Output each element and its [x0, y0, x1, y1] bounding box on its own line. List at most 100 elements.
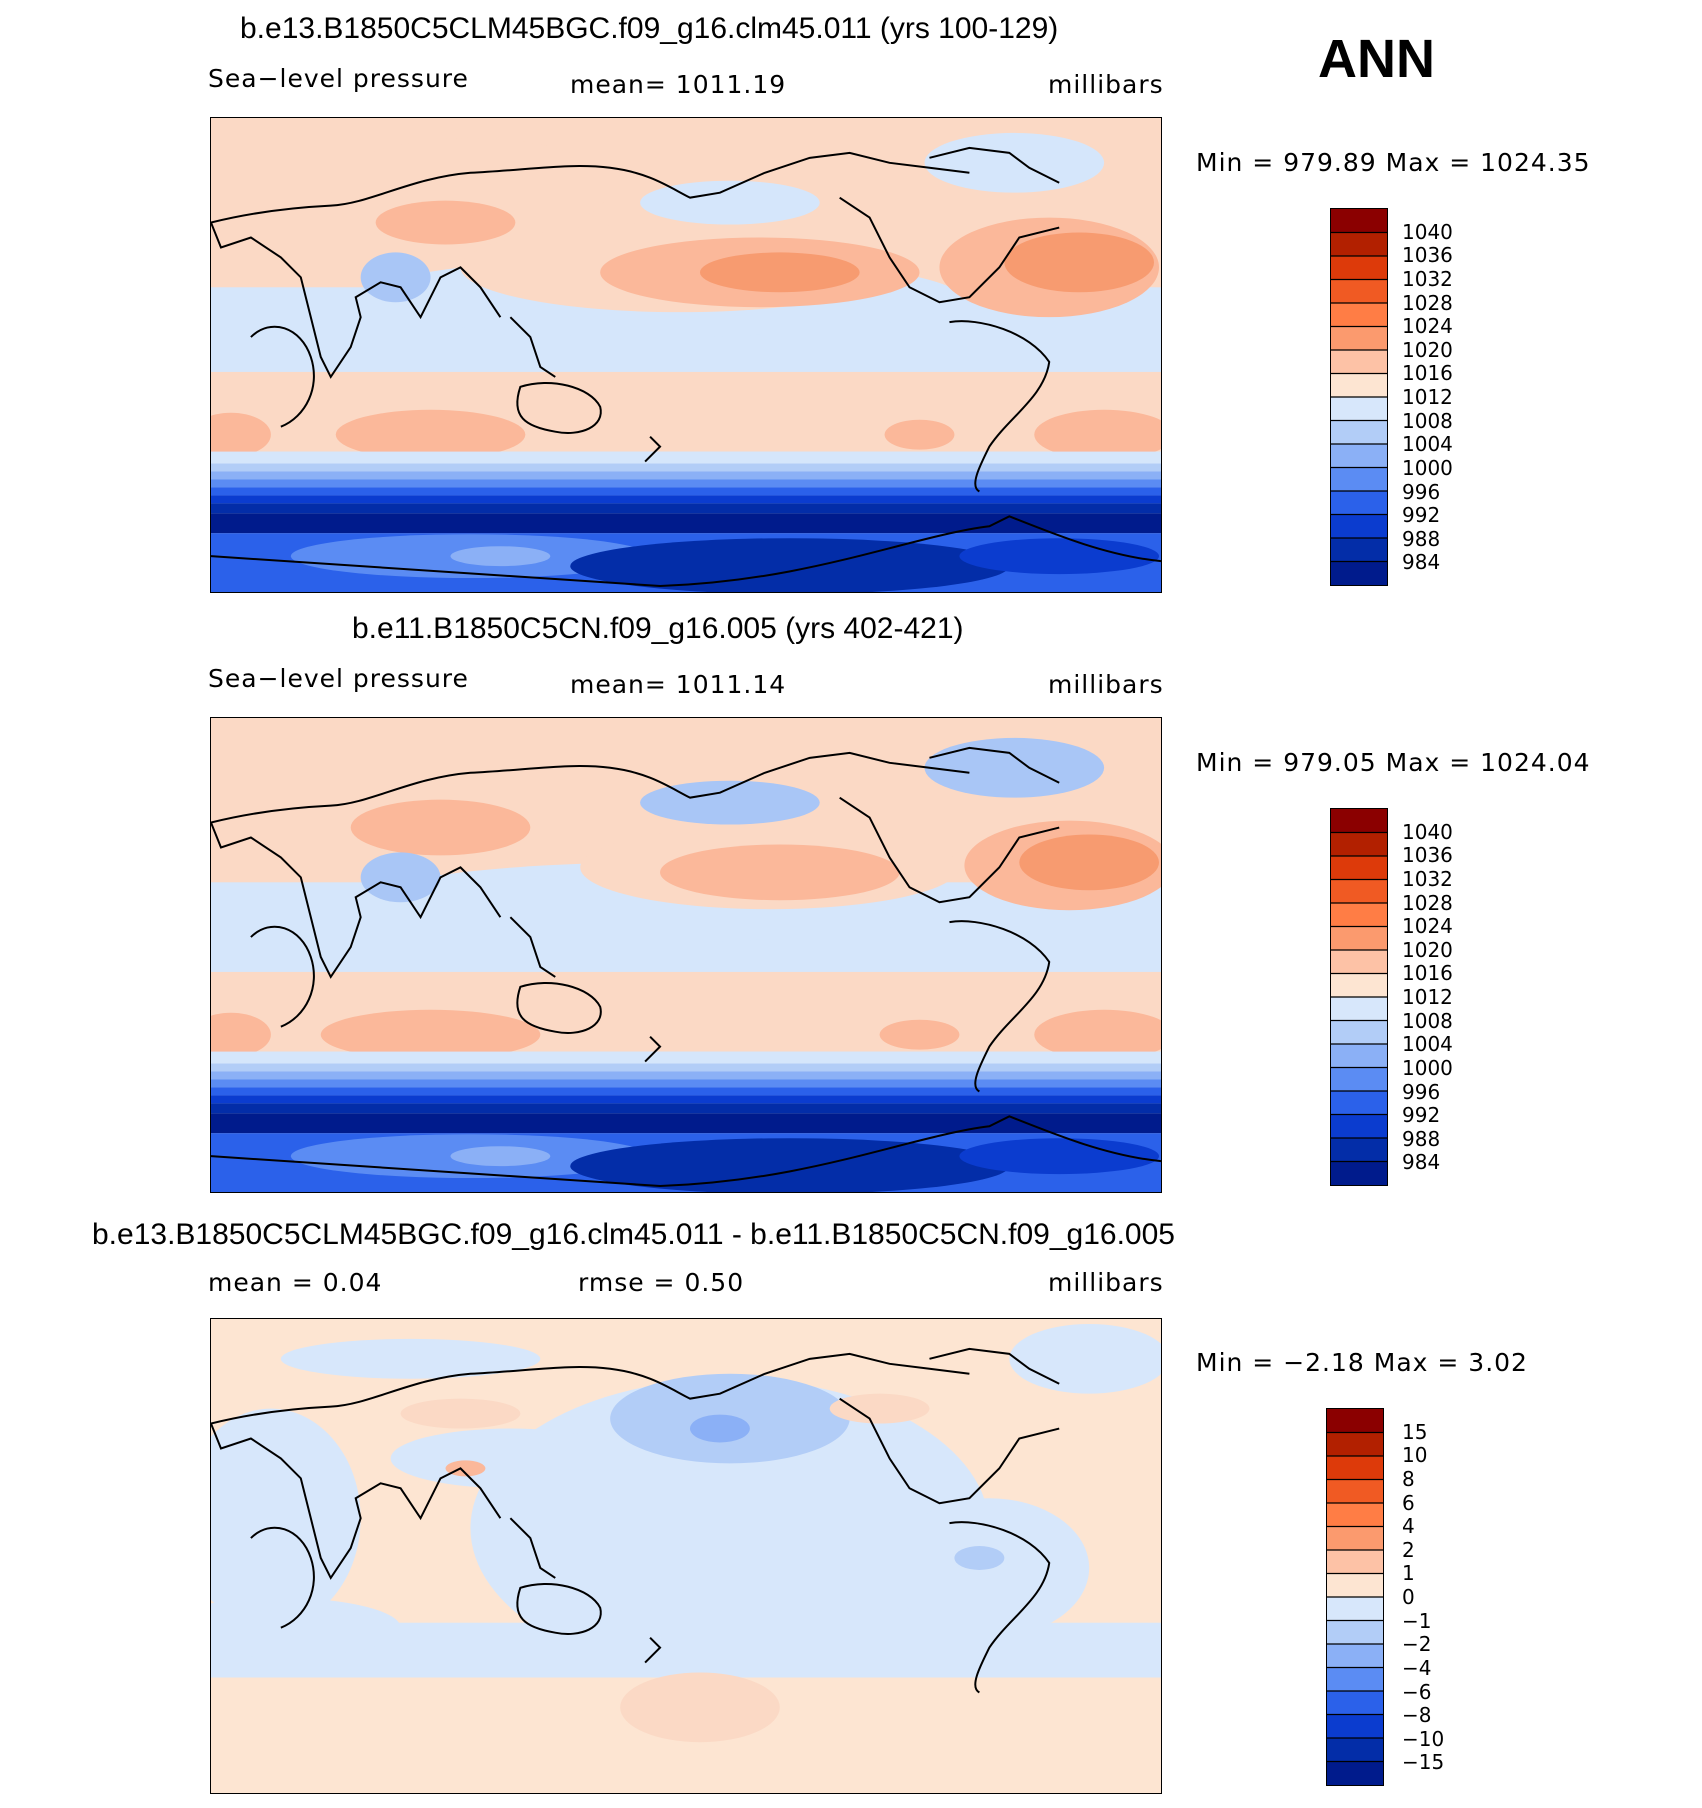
panel3-rmse-label: rmse = 0.50 — [578, 1268, 745, 1297]
colorbar-swatch — [1327, 1573, 1383, 1598]
colorbar-tick-label: 1020 — [1402, 937, 1453, 962]
colorbar-tick-label: 1032 — [1402, 866, 1453, 891]
colorbar-swatch — [1331, 326, 1387, 351]
panel3-minmax-label: Min = −2.18 Max = 3.02 — [1196, 1348, 1528, 1377]
colorbar-tick-label: 1004 — [1402, 1032, 1453, 1057]
colorbar-tick-label: −15 — [1402, 1750, 1445, 1775]
colorbar-swatch — [1331, 538, 1387, 562]
colorbar-swatch — [1327, 1479, 1383, 1504]
panel3-map-svg — [211, 1319, 1161, 1793]
season-label: ANN — [1318, 29, 1435, 89]
colorbar-tick-label: 1028 — [1402, 890, 1453, 915]
colorbar-tick-label: 1040 — [1402, 219, 1453, 244]
colorbar-swatch — [1331, 1044, 1387, 1068]
colorbar-tick-label: 0 — [1402, 1585, 1415, 1609]
colorbar-swatch — [1327, 1597, 1383, 1621]
panel1-title: b.e13.B1850C5CLM45BGC.f09_g16.clm45.011 … — [240, 12, 1059, 45]
colorbar-tick-label: 988 — [1402, 1126, 1441, 1151]
colorbar-tick-label: −4 — [1402, 1655, 1432, 1680]
colorbar-swatch — [1331, 514, 1387, 539]
colorbar-swatch — [1331, 950, 1387, 974]
colorbar-tick-label: 1016 — [1402, 961, 1453, 986]
colorbar-tick-label: 1028 — [1402, 290, 1453, 315]
panel1-minmax-label: Min = 979.89 Max = 1024.35 — [1196, 148, 1591, 177]
colorbar-tick-label: 1040 — [1402, 819, 1453, 844]
colorbar-tick-label: −8 — [1402, 1703, 1432, 1728]
colorbar-swatch — [1331, 279, 1387, 304]
panel1-colorbar-svg — [1331, 209, 1387, 585]
colorbar-swatch — [1331, 1091, 1387, 1115]
colorbar-swatch — [1331, 997, 1387, 1021]
colorbar-tick-label: 1020 — [1402, 337, 1453, 362]
colorbar-tick-label: 1012 — [1402, 985, 1453, 1009]
colorbar-swatch — [1327, 1761, 1383, 1785]
colorbar-swatch — [1327, 1456, 1383, 1480]
panel2-variable-label: Sea−level pressure — [208, 664, 469, 693]
colorbar-tick-label: 1032 — [1402, 266, 1453, 291]
panel1-variable-label: Sea−level pressure — [208, 64, 469, 93]
colorbar-swatch — [1327, 1738, 1383, 1762]
panel3-title: b.e13.B1850C5CLM45BGC.f09_g16.clm45.011 … — [92, 1218, 1175, 1251]
colorbar-swatch — [1331, 491, 1387, 515]
panel2-map-svg — [211, 718, 1161, 1192]
panel1-colorbar — [1330, 208, 1388, 586]
colorbar-swatch — [1331, 809, 1387, 833]
panel3-colorbar-labels: 15 10 8 6 4 2 1 0 −1 −2 −4 −6 −8 −10 −15 — [1402, 1408, 1482, 1786]
panel3-colorbar — [1326, 1408, 1384, 1786]
colorbar-tick-label: −10 — [1402, 1726, 1445, 1751]
colorbar-swatch — [1331, 832, 1387, 857]
colorbar-tick-label: 988 — [1402, 526, 1441, 551]
panel3-mean-label: mean = 0.04 — [208, 1268, 383, 1297]
colorbar-swatch — [1327, 1432, 1383, 1457]
colorbar-tick-label: 1036 — [1402, 243, 1453, 268]
colorbar-tick-label: 4 — [1402, 1514, 1415, 1539]
colorbar-tick-label: 1004 — [1402, 432, 1453, 457]
panel1-colorbar-labels: 1040 1036 1032 1028 1024 1020 1016 1012 1008 1004… — [1402, 208, 1482, 586]
colorbar-swatch — [1327, 1550, 1383, 1574]
colorbar-tick-label: 992 — [1402, 503, 1441, 528]
panel2-title: b.e11.B1850C5CN.f09_g16.005 (yrs 402-421… — [352, 612, 964, 645]
colorbar-swatch — [1331, 420, 1387, 445]
colorbar-swatch — [1331, 1020, 1387, 1045]
colorbar-swatch — [1327, 1503, 1383, 1527]
colorbar-swatch — [1331, 1161, 1387, 1185]
panel1-mean-label: mean= 1011.19 — [570, 70, 787, 99]
colorbar-swatch — [1331, 232, 1387, 257]
colorbar-swatch — [1331, 973, 1387, 998]
colorbar-tick-label: 996 — [1402, 1079, 1441, 1104]
colorbar-swatch — [1331, 467, 1387, 492]
colorbar-swatch — [1327, 1526, 1383, 1551]
panel1-units-label: millibars — [1048, 70, 1164, 99]
colorbar-swatch — [1327, 1714, 1383, 1739]
colorbar-swatch — [1331, 303, 1387, 327]
colorbar-swatch — [1327, 1409, 1383, 1433]
colorbar-tick-label: −2 — [1402, 1632, 1432, 1657]
panel2-colorbar — [1330, 808, 1388, 1186]
panel2-units-label: millibars — [1048, 670, 1164, 699]
colorbar-tick-label: 1000 — [1402, 455, 1453, 480]
colorbar-tick-label: −1 — [1402, 1608, 1432, 1633]
colorbar-tick-label: 996 — [1402, 479, 1441, 504]
colorbar-swatch — [1331, 1138, 1387, 1162]
colorbar-swatch — [1327, 1667, 1383, 1692]
colorbar-swatch — [1331, 926, 1387, 951]
colorbar-tick-label: 8 — [1402, 1466, 1415, 1491]
panel3-units-label: millibars — [1048, 1268, 1164, 1297]
panel3-colorbar-svg — [1327, 1409, 1383, 1785]
colorbar-tick-label: 6 — [1402, 1490, 1415, 1515]
colorbar-tick-label: 1016 — [1402, 361, 1453, 386]
colorbar-tick-label: 1000 — [1402, 1055, 1453, 1080]
colorbar-swatch — [1331, 561, 1387, 585]
colorbar-tick-label: 1008 — [1402, 1008, 1453, 1033]
colorbar-swatch — [1331, 903, 1387, 927]
colorbar-swatch — [1331, 373, 1387, 398]
colorbar-swatch — [1331, 350, 1387, 374]
colorbar-tick-label: 1 — [1402, 1561, 1415, 1586]
colorbar-tick-label: 1012 — [1402, 385, 1453, 409]
colorbar-tick-label: 984 — [1402, 1150, 1441, 1175]
colorbar-tick-label: 1024 — [1402, 314, 1453, 339]
colorbar-tick-label: 984 — [1402, 550, 1441, 575]
panel2-mean-label: mean= 1011.14 — [570, 670, 787, 699]
colorbar-tick-label: 1036 — [1402, 843, 1453, 868]
colorbar-swatch — [1331, 856, 1387, 880]
